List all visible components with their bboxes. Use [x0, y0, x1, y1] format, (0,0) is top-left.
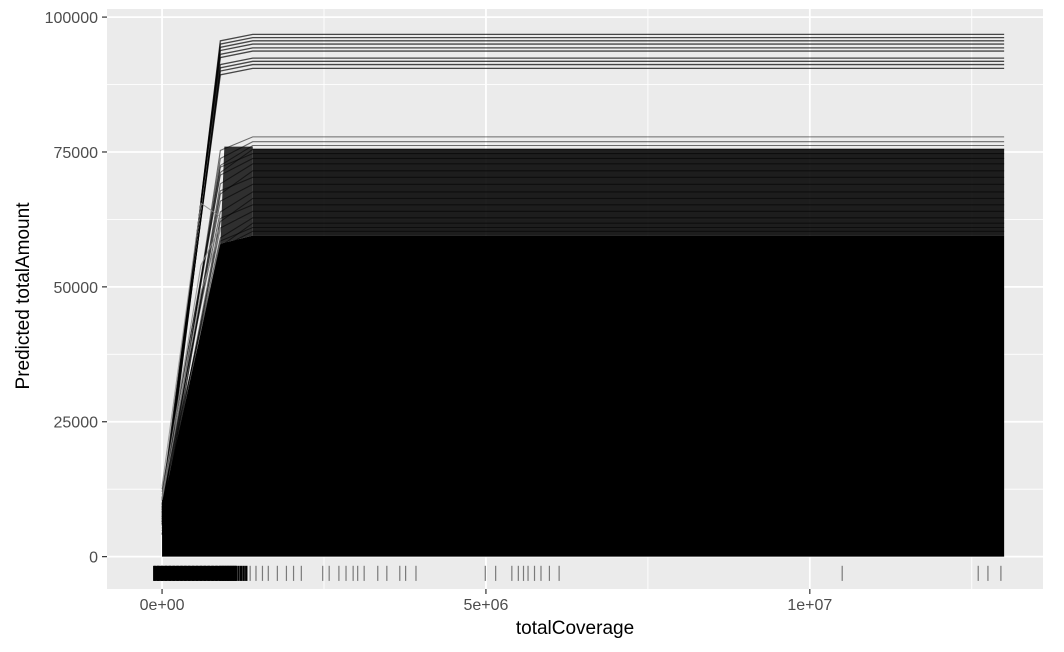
curve-mass: [162, 235, 1005, 557]
y-tick-label: 75000: [54, 145, 99, 162]
prediction-curves: [161, 33, 1005, 557]
x-tick-label: 5e+06: [463, 597, 508, 614]
mid-band-ramp: [220, 146, 253, 244]
ice-curve-outlier: [161, 202, 221, 487]
x-tick-label: 0e+00: [140, 597, 185, 614]
y-axis-ticks: 0 25000 50000 75000 100000: [45, 10, 107, 567]
mid-band-fill: [252, 148, 1005, 236]
y-tick-label: 100000: [45, 10, 98, 27]
rug-dense-block: [154, 565, 237, 581]
ice-curve-outlier: [161, 227, 221, 498]
y-axis-title: Predicted totalAmount: [13, 202, 34, 390]
ice-curve-outlier: [161, 230, 221, 501]
x-axis-ticks: 0e+00 5e+06 1e+07: [140, 589, 832, 614]
ice-curve-top: [161, 67, 1005, 508]
x-tick-label: 1e+07: [787, 597, 832, 614]
y-tick-label: 0: [89, 550, 98, 567]
y-tick-label: 25000: [54, 415, 99, 432]
ice-curve-top: [161, 50, 1005, 501]
x-axis-title: totalCoverage: [516, 618, 634, 639]
rug-marks: [153, 565, 1002, 581]
y-tick-label: 50000: [54, 280, 99, 297]
